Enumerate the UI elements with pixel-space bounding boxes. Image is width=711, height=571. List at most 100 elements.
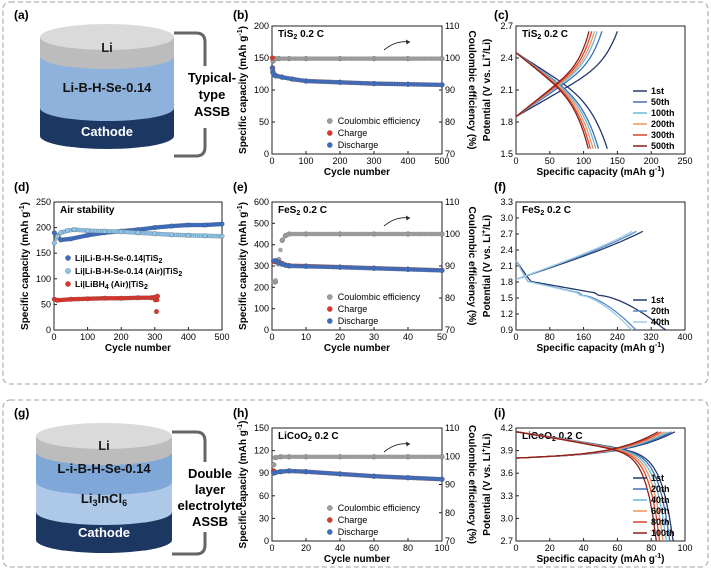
- legend-marker: [327, 517, 333, 523]
- x-tick-label: 250: [677, 156, 692, 166]
- x-axis-label: Cycle number: [324, 554, 390, 565]
- x-axis-label: Cycle number: [324, 167, 390, 178]
- x-tick-label: 300: [147, 332, 162, 342]
- group-border-bottom: [2, 399, 709, 568]
- x-tick-label: 0: [513, 543, 518, 553]
- y2-tick-label: 90: [445, 85, 455, 95]
- x-tick-label: 400: [400, 156, 415, 166]
- data-point: [71, 227, 77, 233]
- assb-caption-a-2: type: [199, 87, 226, 102]
- x-tick-label: 50: [545, 156, 555, 166]
- data-point: [58, 237, 64, 243]
- discharge-curve: [515, 431, 664, 542]
- y-tick-label: 150: [254, 423, 269, 433]
- x-axis-label: Specific capacity (mAh g-1): [537, 342, 665, 354]
- data-marker: [280, 237, 286, 242]
- data-point: [51, 230, 57, 236]
- y-tick-label: 60: [259, 491, 269, 501]
- legend-marker: [327, 130, 333, 136]
- y-tick-label: 50: [259, 117, 269, 127]
- y2-tick-label: 80: [445, 293, 455, 303]
- x-tick-label: 20: [335, 332, 345, 342]
- y2-tick-label: 100: [445, 451, 460, 461]
- legend-label: Charge: [338, 304, 368, 314]
- x-tick-label: 80: [545, 332, 555, 342]
- y-tick-label: 50: [41, 299, 51, 309]
- y-tick-label: 1.5: [500, 149, 513, 159]
- chart-title: TiS2 0.2 C: [522, 29, 568, 41]
- y2-axis-label: Coulombic efficiency (%): [466, 207, 477, 326]
- layer-label-electrolyte-g: L-i-B-H-Se-0.14: [57, 461, 151, 476]
- y-tick-label: 3.0: [500, 213, 513, 223]
- x-tick-label: 100: [80, 332, 95, 342]
- layer-label-li3incl6-g: Li3InCl6: [81, 491, 127, 508]
- data-point: [219, 233, 225, 239]
- legend-marker: [327, 142, 333, 148]
- data-point: [269, 55, 275, 61]
- y-tick-label: 3.3: [500, 197, 513, 207]
- y-tick-label: 2.7: [500, 536, 513, 546]
- discharge-curve: [515, 260, 667, 331]
- y-tick-label: 1.8: [500, 117, 513, 127]
- arrow-head: [406, 215, 410, 221]
- panel-label-f: (f): [494, 180, 506, 194]
- x-tick-label: 500: [214, 332, 229, 342]
- charge-curve: [515, 31, 596, 118]
- x-tick-label: 100: [576, 156, 591, 166]
- y-tick-label: 120: [254, 446, 269, 456]
- legend-marker: [327, 294, 333, 300]
- y2-tick-label: 90: [445, 261, 455, 271]
- curve-40th: [515, 230, 633, 331]
- x-tick-label: 320: [644, 332, 659, 342]
- series-coulombic-efficiency: [271, 231, 445, 285]
- y-tick-label: 3.6: [500, 468, 513, 478]
- x-tick-label: 200: [114, 332, 129, 342]
- y-tick-label: 2.7: [500, 21, 513, 31]
- legend-label: Charge: [338, 128, 368, 138]
- data-point: [68, 296, 74, 302]
- data-point: [202, 222, 208, 228]
- panel-label-d: (d): [14, 180, 29, 194]
- legend-label: 500th: [651, 141, 675, 151]
- y-tick-label: 0: [264, 149, 269, 159]
- y-tick-label: 200: [254, 21, 269, 31]
- data-point: [85, 296, 91, 302]
- legend-label: Li|Li-B-H-Se-0.14 (Air)|TiS2: [75, 266, 182, 278]
- y-tick-label: 2.1: [500, 261, 513, 271]
- charge-curve: [515, 431, 659, 459]
- x-tick-label: 50: [437, 332, 447, 342]
- y-tick-label: 3.0: [500, 513, 513, 523]
- y-tick-label: 400: [254, 240, 269, 250]
- chart-c: 0 50 100 150 200 250 1.5 1.8 2.1 2.4 2.7 Specific c…: [481, 21, 693, 178]
- y-tick-label: 0: [264, 325, 269, 335]
- data-point: [155, 293, 160, 299]
- layer-label-cathode-g: Cathode: [78, 525, 130, 540]
- y2-tick-label: 80: [445, 117, 455, 127]
- legend-marker: [327, 318, 333, 324]
- chart-title: Air stability: [60, 205, 115, 216]
- legend-marker: [327, 505, 333, 511]
- legend-label: Charge: [338, 515, 368, 525]
- assb-caption-g-4: ASSB: [192, 514, 228, 529]
- x-tick-label: 20: [301, 543, 311, 553]
- charge-curve: [515, 31, 619, 118]
- curve-80th: [515, 431, 662, 542]
- data-point: [152, 225, 158, 231]
- assb-cylinder-a: [40, 24, 174, 149]
- chart-h: 0 20 40 60 80 100 0 30 60 90 120 150 Cycle number Spe…: [237, 421, 477, 565]
- legend-label: 1st: [651, 473, 664, 483]
- arrow-head: [406, 39, 410, 45]
- y-axis-label: Specific capacity (mAh g-1): [237, 26, 249, 154]
- legend-marker: [65, 255, 71, 261]
- layer-label-cathode-a: Cathode: [81, 124, 133, 139]
- data-point: [169, 232, 175, 238]
- y2-axis-label: Coulombic efficiency (%): [466, 31, 477, 150]
- x-tick-label: 40: [403, 332, 413, 342]
- arrow-to-ce-axis: [383, 41, 411, 51]
- chart-f: 0 80 160 240 320 400 0.9 1.2 1.5 1.8 2.1 2.4 2.7 3.0 3…: [481, 197, 693, 354]
- data-point: [185, 222, 191, 228]
- y-tick-label: 90: [259, 468, 269, 478]
- x-tick-label: 0: [513, 332, 518, 342]
